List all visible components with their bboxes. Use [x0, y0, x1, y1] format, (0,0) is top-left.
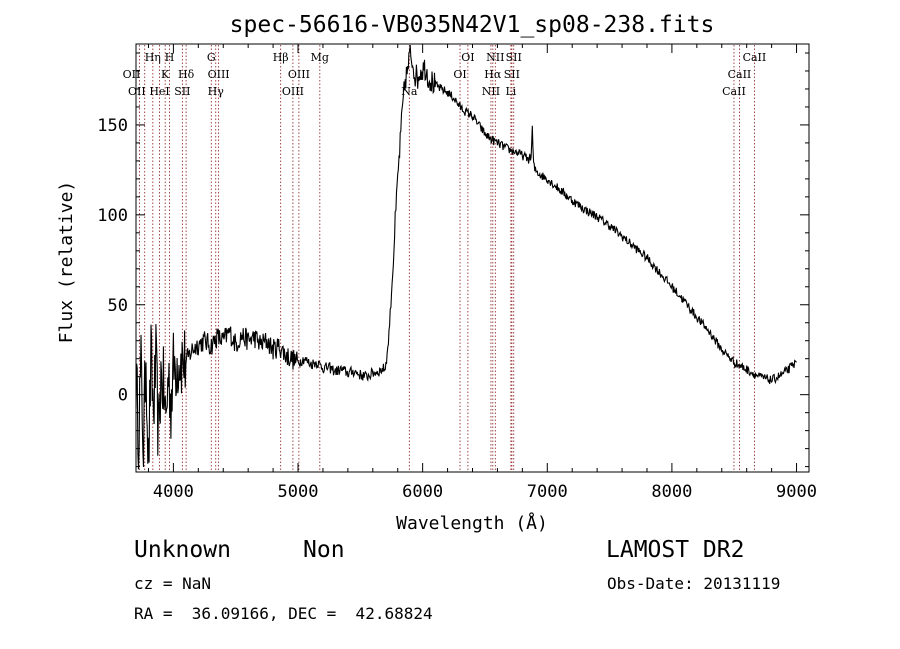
survey-name: LAMOST DR2 [606, 537, 745, 563]
axis-ticks: 4000 5000 6000 7000 8000 9000 0 50 100 150 [97, 44, 817, 502]
chart-title: spec-56616-VB035N42V1_sp08-238.fits [230, 12, 715, 38]
spectral-line-label: G [207, 51, 216, 64]
x-tick-label: 5000 [278, 482, 319, 502]
spectral-line-label: OII [128, 85, 146, 98]
sky-coordinates: RA = 36.09166, DEC = 42.68824 [134, 604, 433, 623]
x-axis-label: Wavelength (Å) [396, 512, 548, 534]
spectral-line-label: OI [453, 68, 466, 81]
x-tick-label: 4000 [153, 482, 194, 502]
spectral-line-label: OIII [282, 85, 304, 98]
y-tick-label: 100 [97, 206, 128, 226]
spectral-line-label: SII [174, 85, 190, 98]
x-tick-label: 8000 [651, 482, 692, 502]
spectral-line-label: OII [123, 68, 141, 81]
spectral-line-label: CaII [743, 51, 767, 64]
x-tick-label: 7000 [527, 482, 568, 502]
spectral-line-label: CaII [728, 68, 752, 81]
spectral-line-label: Hη [145, 51, 161, 64]
x-tick-label: 9000 [776, 482, 817, 502]
spectral-line-markers [138, 45, 755, 471]
spectral-line-label: Hγ [208, 85, 225, 98]
spectral-line-label: K [161, 68, 170, 81]
spectral-line-label: OI [461, 51, 474, 64]
spectrum-line [135, 44, 797, 470]
spectral-line-label: OIII [208, 68, 230, 81]
spectral-line-label: Li [505, 85, 516, 98]
y-tick-label: 0 [118, 386, 128, 406]
spectral-line-label: SII [504, 68, 520, 81]
y-tick-label: 150 [97, 116, 128, 136]
spectral-line-label: H [165, 51, 175, 64]
observation-date: Obs-Date: 20131119 [607, 574, 781, 593]
x-tick-label: 6000 [402, 482, 443, 502]
spectral-line-label: HeI [149, 85, 169, 98]
redshift-cz: cz = NaN [134, 574, 212, 593]
spectral-line-label: SII [506, 51, 522, 64]
spectral-line-label: Mg [311, 51, 329, 64]
spectral-line-label: NII [482, 85, 500, 98]
spectral-line-label: Hβ [273, 51, 289, 64]
spectral-line-label: CaII [722, 85, 746, 98]
object-subclass: Non [303, 537, 345, 563]
spectral-line-labels: OIIOIIHηHeIKHSIIHδGHγOIIIHβOIIIOIIIMgNaO… [123, 51, 767, 98]
spectral-line-label: Hδ [178, 68, 195, 81]
y-tick-label: 50 [108, 296, 128, 316]
y-axis-label: Flux (relative) [56, 181, 77, 344]
spectral-line-label: OIII [288, 68, 310, 81]
spectral-line-label: NII [486, 51, 504, 64]
object-class: Unknown [134, 537, 231, 563]
plot-frame [135, 43, 810, 473]
spectral-line-label: Hα [484, 68, 502, 81]
